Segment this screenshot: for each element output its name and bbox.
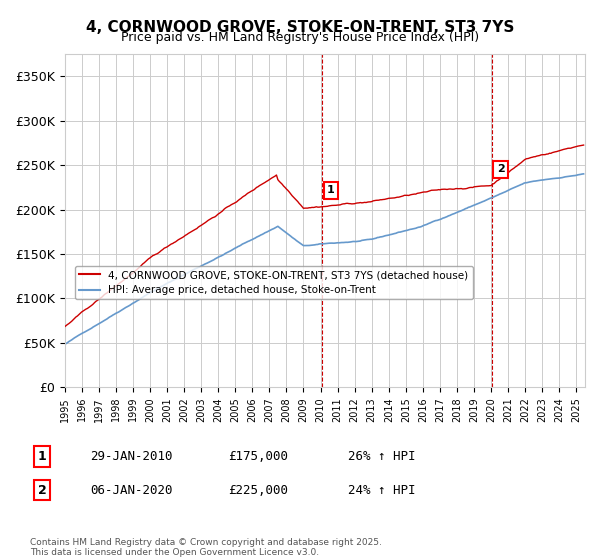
Text: 4, CORNWOOD GROVE, STOKE-ON-TRENT, ST3 7YS: 4, CORNWOOD GROVE, STOKE-ON-TRENT, ST3 7… (86, 20, 514, 35)
Text: 29-JAN-2010: 29-JAN-2010 (90, 450, 173, 463)
Text: Price paid vs. HM Land Registry's House Price Index (HPI): Price paid vs. HM Land Registry's House … (121, 31, 479, 44)
Text: 24% ↑ HPI: 24% ↑ HPI (348, 483, 415, 497)
Text: 26% ↑ HPI: 26% ↑ HPI (348, 450, 415, 463)
Text: 1: 1 (327, 185, 335, 195)
Text: 2: 2 (38, 483, 46, 497)
Text: Contains HM Land Registry data © Crown copyright and database right 2025.
This d: Contains HM Land Registry data © Crown c… (30, 538, 382, 557)
Text: £225,000: £225,000 (228, 483, 288, 497)
Text: 1: 1 (38, 450, 46, 463)
Text: £175,000: £175,000 (228, 450, 288, 463)
Legend: 4, CORNWOOD GROVE, STOKE-ON-TRENT, ST3 7YS (detached house), HPI: Average price,: 4, CORNWOOD GROVE, STOKE-ON-TRENT, ST3 7… (75, 266, 473, 300)
Text: 06-JAN-2020: 06-JAN-2020 (90, 483, 173, 497)
Text: 2: 2 (497, 164, 505, 174)
